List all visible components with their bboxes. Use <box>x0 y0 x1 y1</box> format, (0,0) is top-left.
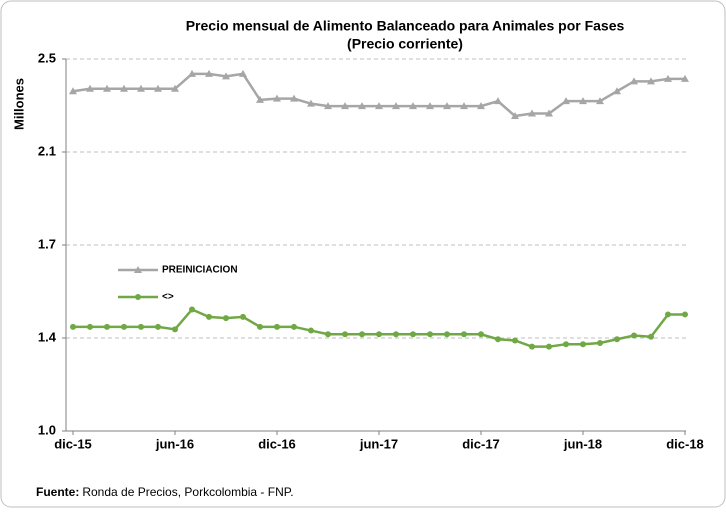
point <box>273 94 281 102</box>
point <box>325 331 331 338</box>
point <box>308 327 314 334</box>
point <box>121 323 127 330</box>
point <box>120 84 128 92</box>
point <box>307 99 315 107</box>
point <box>257 323 263 330</box>
x-tick-label: jun-16 <box>155 436 194 451</box>
point <box>495 336 501 343</box>
legend-marker <box>135 294 141 300</box>
point <box>172 326 178 333</box>
point <box>104 323 110 330</box>
point <box>562 97 570 105</box>
point <box>597 339 603 346</box>
point <box>444 331 450 338</box>
point <box>614 336 620 343</box>
source-text: Ronda de Precios, Porkcolombia - FNP. <box>82 485 293 499</box>
point <box>512 337 518 344</box>
point <box>155 323 161 330</box>
point <box>375 102 383 110</box>
point <box>239 69 247 77</box>
point <box>681 74 689 82</box>
x-tick-label: jun-17 <box>359 436 398 451</box>
point <box>274 323 280 330</box>
y-tick-label: 2.5 <box>38 50 56 65</box>
point <box>648 333 654 340</box>
point <box>443 102 451 110</box>
legend-marker <box>134 266 142 273</box>
point <box>138 323 144 330</box>
point <box>256 95 264 103</box>
point <box>409 102 417 110</box>
point <box>342 331 348 338</box>
point <box>223 315 229 322</box>
point <box>545 109 553 117</box>
point <box>103 84 111 92</box>
point <box>324 102 332 110</box>
point <box>664 74 672 82</box>
point <box>630 77 638 85</box>
point <box>631 332 637 339</box>
y-axis-label: Millones <box>11 78 26 130</box>
point <box>393 331 399 338</box>
point <box>528 109 536 117</box>
y-tick-label: 2.1 <box>38 143 56 158</box>
point <box>511 112 519 120</box>
point <box>189 306 195 313</box>
point <box>69 87 77 95</box>
point <box>410 331 416 338</box>
point <box>206 313 212 320</box>
point <box>563 341 569 348</box>
point <box>137 84 145 92</box>
legend-label: <> <box>162 292 174 303</box>
point <box>478 331 484 338</box>
x-tick-label: jun-18 <box>563 436 602 451</box>
x-tick-label: dic-18 <box>666 436 704 451</box>
point <box>529 343 535 350</box>
point <box>86 84 94 92</box>
point <box>154 84 162 92</box>
y-tick-label: 1.0 <box>38 422 56 437</box>
point <box>477 102 485 110</box>
point <box>647 77 655 85</box>
point <box>291 323 297 330</box>
point <box>341 102 349 110</box>
point <box>222 72 230 80</box>
point <box>359 331 365 338</box>
legend-label: PREINICIACION <box>162 265 238 276</box>
point <box>392 102 400 110</box>
point <box>70 323 76 330</box>
chart-title: Precio mensual de Alimento Balanceado pa… <box>186 18 625 34</box>
point <box>461 331 467 338</box>
point <box>87 323 93 330</box>
point <box>579 97 587 105</box>
point <box>682 311 688 318</box>
y-tick-label: 1.4 <box>38 329 57 344</box>
point <box>665 311 671 318</box>
point <box>460 102 468 110</box>
point <box>596 97 604 105</box>
point <box>205 69 213 77</box>
point <box>546 343 552 350</box>
point <box>188 69 196 77</box>
point <box>580 341 586 348</box>
x-tick-label: dic-15 <box>54 436 92 451</box>
point <box>427 331 433 338</box>
point <box>426 102 434 110</box>
source: Fuente: Ronda de Precios, Porkcolombia - … <box>36 485 294 499</box>
x-tick-label: dic-17 <box>462 436 500 451</box>
point <box>290 94 298 102</box>
x-tick-label: dic-16 <box>258 436 296 451</box>
source-label: Fuente: <box>36 485 79 499</box>
point <box>358 102 366 110</box>
chart-subtitle: (Precio corriente) <box>347 36 463 52</box>
point <box>376 331 382 338</box>
point <box>613 87 621 95</box>
point <box>494 97 502 105</box>
y-tick-label: 1.7 <box>38 236 56 251</box>
point <box>240 313 246 320</box>
point <box>171 84 179 92</box>
